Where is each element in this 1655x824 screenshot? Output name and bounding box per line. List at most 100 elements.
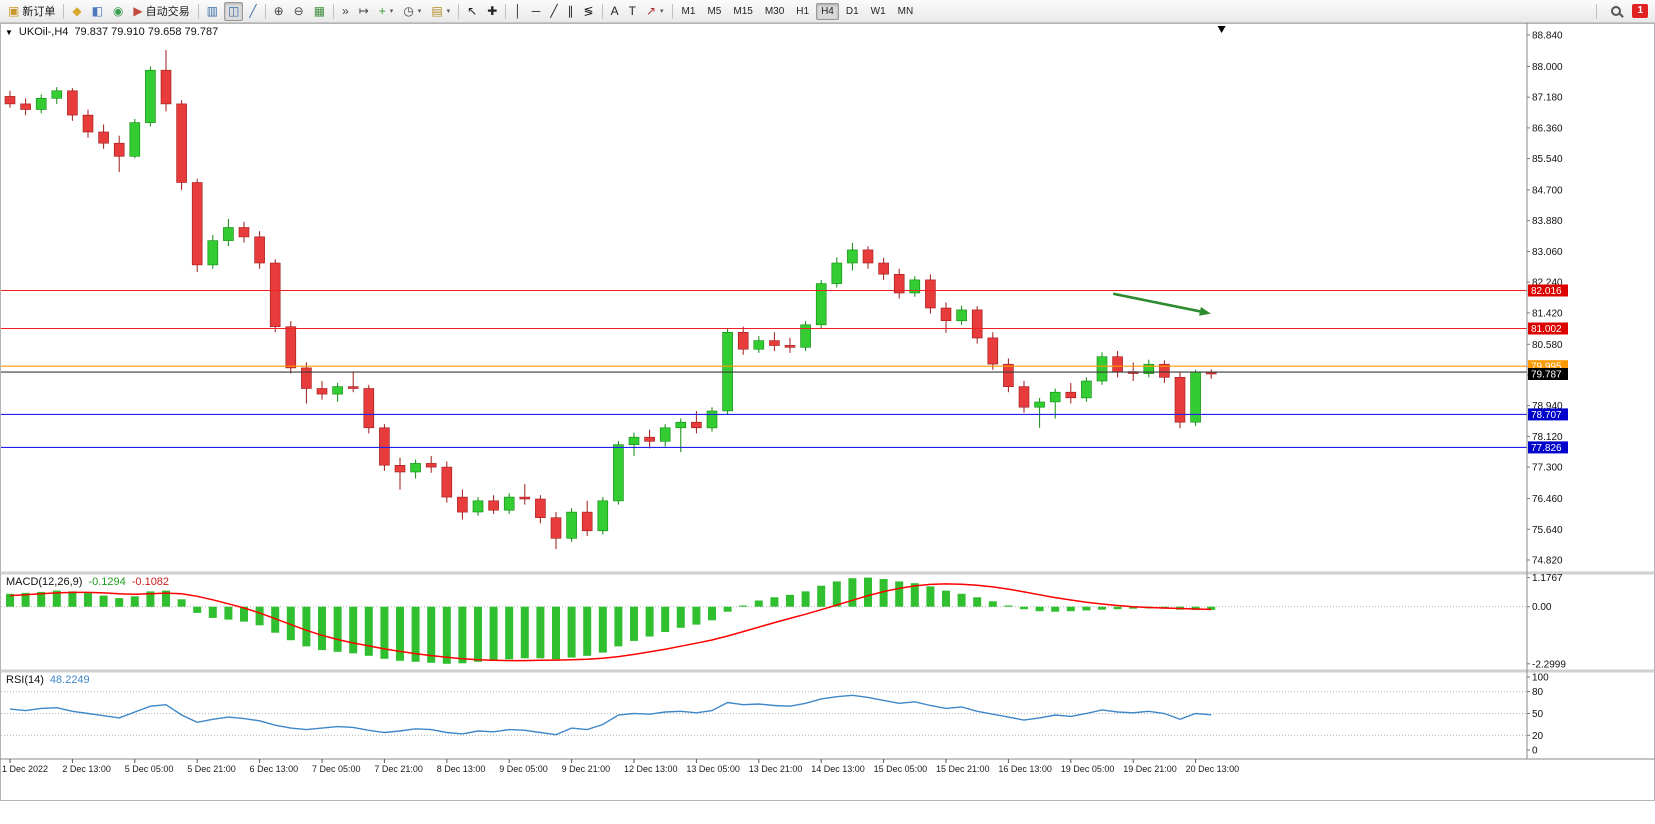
chart-shift-button[interactable]: ↦ <box>355 2 373 21</box>
trend-arrow[interactable] <box>1112 292 1205 314</box>
svg-text:0: 0 <box>1532 746 1538 757</box>
macd-bar <box>817 585 826 607</box>
cursor-button[interactable]: ↖ <box>463 2 481 21</box>
macd-bar <box>21 592 30 607</box>
auto-scroll-button[interactable]: » <box>338 2 353 21</box>
line-chart-button[interactable]: ╱ <box>245 2 260 21</box>
toolbar-right-group: 1 <box>1593 2 1652 21</box>
chart-canvas[interactable]: 1 Dec 2022 2 Dec 13:00 5 Dec 05:00 5 Dec 21… <box>0 23 1655 824</box>
candle <box>675 421 687 429</box>
candle <box>269 262 281 328</box>
text-label-button[interactable]: T <box>625 2 640 21</box>
candle <box>800 324 811 348</box>
candle <box>784 345 796 348</box>
candle <box>1003 363 1014 388</box>
search-button[interactable] <box>1607 2 1625 21</box>
candle <box>51 90 63 99</box>
timeframe-m5[interactable]: M5 <box>702 3 726 20</box>
new-order-button[interactable]: ▣ 新订单 <box>4 2 59 21</box>
vertical-line-button[interactable]: │ <box>510 2 526 21</box>
chevron-down-icon: ▾ <box>389 8 394 15</box>
tile-windows-button[interactable]: ▦ <box>310 2 329 21</box>
svg-text:84.700: 84.700 <box>1532 186 1563 197</box>
channel-button[interactable]: ∥ <box>564 2 578 21</box>
macd-bar <box>1082 606 1091 611</box>
indicators-button[interactable]: + ▾ <box>375 2 398 21</box>
timeframe-m30[interactable]: M30 <box>760 3 789 20</box>
timeframe-h1[interactable]: H1 <box>791 3 814 20</box>
trendline-button[interactable]: ╱ <box>546 2 561 21</box>
svg-text:8 Dec 13:00: 8 Dec 13:00 <box>437 764 486 774</box>
macd-bar <box>879 579 888 607</box>
macd-bar <box>1098 606 1106 610</box>
data-window-icon: ◧ <box>91 4 103 18</box>
candle <box>35 98 47 110</box>
svg-text:7 Dec 21:00: 7 Dec 21:00 <box>374 764 423 774</box>
svg-text:9 Dec 21:00: 9 Dec 21:00 <box>562 764 611 774</box>
toolbar-separator <box>671 3 673 19</box>
search-icon <box>1611 6 1622 16</box>
svg-text:82.240: 82.240 <box>1532 278 1563 289</box>
svg-text:20 Dec 13:00: 20 Dec 13:00 <box>1186 764 1240 774</box>
notification-badge[interactable]: 1 <box>1632 4 1648 18</box>
fibonacci-button[interactable]: ≶ <box>580 2 598 21</box>
price-axis[interactable]: 88.840 88.000 87.180 86.360 85.540 84.700 83.8… <box>1526 23 1568 759</box>
macd-bar <box>770 597 779 607</box>
macd-bar <box>52 590 61 607</box>
bar-chart-button[interactable]: ▥ <box>203 2 222 21</box>
svg-text:20: 20 <box>1532 731 1544 742</box>
candle <box>597 500 609 532</box>
timeframe-toolbar: M1 M5 M15 M30 H1 H4 D1 W1 MN <box>676 2 920 20</box>
candle <box>847 249 858 264</box>
time-axis[interactable]: 1 Dec 2022 2 Dec 13:00 5 Dec 05:00 5 Dec 21… <box>2 759 1239 774</box>
one-click-trading-icon[interactable]: ▼ <box>5 28 13 37</box>
macd-bar <box>411 606 420 662</box>
timeframe-d1[interactable]: D1 <box>841 3 864 20</box>
rsi-line <box>9 694 1212 736</box>
svg-text:2 Dec 13:00: 2 Dec 13:00 <box>62 764 111 774</box>
data-window-button[interactable]: ◧ <box>88 2 107 21</box>
auto-trading-button[interactable]: ▶ 自动交易 <box>129 2 193 21</box>
timeframe-m1[interactable]: M1 <box>677 3 701 20</box>
timeframe-mn[interactable]: MN <box>893 3 919 20</box>
candle <box>925 279 936 309</box>
timeframe-h4[interactable]: H4 <box>816 2 839 20</box>
svg-text:78.120: 78.120 <box>1532 432 1563 443</box>
navigator-button[interactable]: ◉ <box>109 2 127 21</box>
macd-bar <box>177 599 186 607</box>
market-watch-button[interactable]: ◆ <box>68 2 85 21</box>
toolbar-separator <box>333 3 335 19</box>
channel-icon: ∥ <box>567 4 574 18</box>
candle <box>815 283 827 326</box>
macd-bar <box>723 606 732 612</box>
svg-text:83.880: 83.880 <box>1532 216 1563 227</box>
horizontal-line-button[interactable]: ─ <box>528 2 545 21</box>
candle <box>1096 356 1108 382</box>
candle <box>441 466 453 498</box>
candlestick-chart-button[interactable]: ◫ <box>223 1 244 21</box>
text-button[interactable]: A <box>607 2 623 21</box>
candle <box>425 463 437 468</box>
templates-button[interactable]: ▤ ▾ <box>427 2 454 21</box>
pane-separator[interactable] <box>0 669 1655 673</box>
zoom-out-button[interactable]: ⊖ <box>290 2 308 21</box>
pane-separator[interactable] <box>0 571 1655 575</box>
timeframe-w1[interactable]: W1 <box>866 3 891 20</box>
macd-bar <box>910 583 919 607</box>
macd-bar <box>536 606 545 659</box>
macd-bar <box>598 606 607 653</box>
crosshair-button[interactable]: ✚ <box>483 2 501 21</box>
timeframe-m15[interactable]: M15 <box>728 3 757 20</box>
arrows-button[interactable]: ↗ ▾ <box>642 2 668 21</box>
candle <box>644 436 655 442</box>
macd-bar <box>6 593 14 607</box>
svg-text:77.826: 77.826 <box>1531 443 1562 454</box>
macd-bar <box>754 600 763 607</box>
series-end-marker[interactable] <box>1217 26 1226 33</box>
candle <box>1049 391 1061 403</box>
svg-text:5 Dec 21:00: 5 Dec 21:00 <box>187 764 236 774</box>
zoom-in-button[interactable]: ⊕ <box>270 2 288 21</box>
candle <box>737 331 749 350</box>
periods-button[interactable]: ◷ ▾ <box>399 2 425 21</box>
macd-bar <box>739 605 748 607</box>
